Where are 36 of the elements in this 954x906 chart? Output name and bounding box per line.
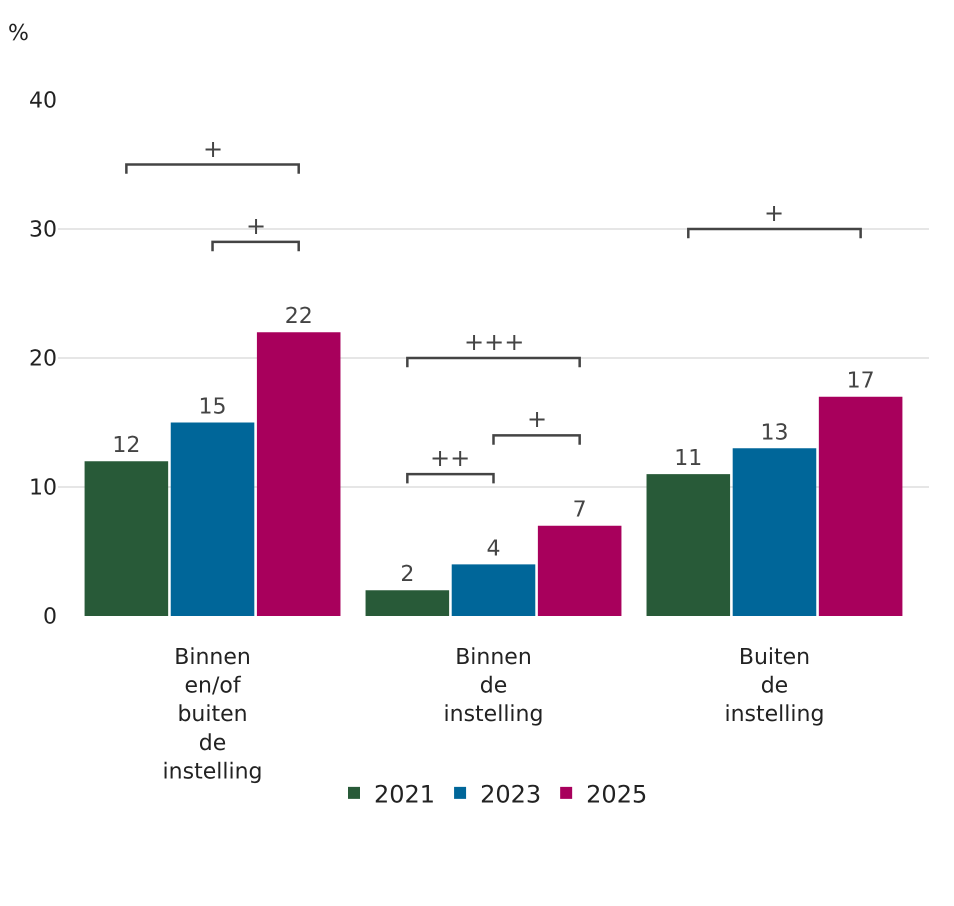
- data-label: 15: [198, 394, 227, 420]
- annotation: +: [203, 135, 224, 163]
- y-tick-label: 40: [29, 88, 57, 114]
- data-label: 4: [486, 536, 500, 562]
- annotation: +: [764, 199, 784, 227]
- bar: [170, 422, 254, 616]
- x-tick-label: Binnen en/of buiten de instelling: [162, 645, 262, 784]
- bar: [818, 396, 902, 616]
- legend-label: 2021: [374, 780, 436, 808]
- bar: [732, 448, 816, 616]
- bar: [256, 332, 340, 616]
- legend-label: 2023: [480, 780, 542, 808]
- annotation: +: [246, 212, 266, 240]
- data-label: 2: [400, 562, 414, 588]
- y-tick-label: 0: [43, 604, 57, 630]
- x-tick-label: Buiten de instelling: [724, 645, 824, 728]
- data-label: 11: [674, 446, 702, 472]
- data-label: 22: [284, 304, 313, 330]
- y-tick-label: 30: [29, 218, 57, 243]
- legend-label: 2025: [586, 780, 648, 808]
- data-label: 13: [760, 420, 788, 446]
- annotation: +: [527, 405, 548, 433]
- bar: [452, 564, 536, 616]
- annotation: ++: [430, 444, 470, 472]
- bar: [538, 526, 622, 616]
- x-tick-label: Binnen de instelling: [444, 645, 544, 728]
- y-tick-label: 10: [29, 476, 57, 501]
- bar: [84, 461, 168, 616]
- bar: [366, 590, 450, 616]
- data-label: 12: [112, 433, 140, 458]
- data-label: 17: [846, 368, 875, 394]
- y-tick-label: 20: [29, 346, 57, 372]
- annotation: +++: [464, 328, 524, 356]
- bar: [646, 474, 730, 616]
- data-label: 7: [572, 498, 587, 523]
- y-axis-title: %: [8, 21, 29, 46]
